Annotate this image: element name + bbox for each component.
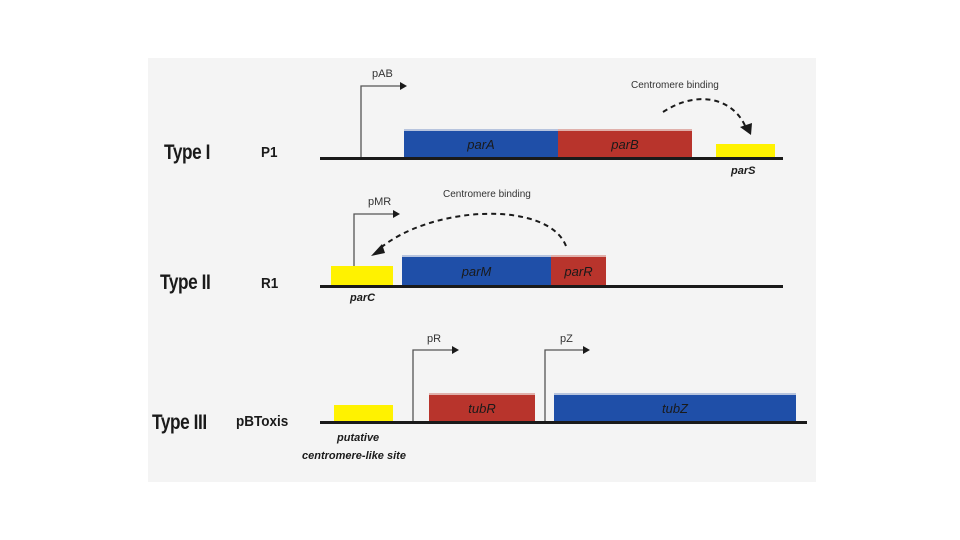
site-label-line1: putative [337, 432, 380, 444]
plasmid-p1-label: P1 [261, 144, 278, 161]
gene-parA: parA [404, 129, 558, 157]
site-parS [716, 144, 775, 157]
binding-arrow-type-i [662, 98, 747, 129]
promoter-arrowhead-pZ [583, 346, 590, 354]
gene-tubR: tubR [429, 393, 535, 421]
binding-arrowhead-type-ii [371, 244, 385, 256]
dna-line-type-i [320, 157, 783, 160]
gene-parM: parM [402, 255, 551, 285]
gene-parR: parR [551, 255, 606, 285]
binding-label-type-i: Centromere binding [631, 80, 719, 91]
dna-line-type-ii [320, 285, 783, 288]
binding-label-type-ii: Centromere binding [443, 189, 531, 200]
promoter-pR-label: pR [427, 333, 442, 345]
promoter-arrowhead-pMR [393, 210, 400, 218]
binding-arrow-type-ii [377, 212, 567, 251]
site-label-line2: centromere-like site [302, 450, 406, 462]
site-parS-label: parS [731, 165, 756, 177]
gene-parB: parB [558, 129, 692, 157]
promoter-pMR-label: pMR [368, 196, 392, 208]
promoter-arrowhead-pAB [400, 82, 407, 90]
plasmid-pbtoxis-label: pBToxis [236, 413, 289, 430]
dna-line-type-iii [320, 421, 807, 424]
promoter-arrowhead-pR [452, 346, 459, 354]
promoter-arrow-pZ [544, 349, 584, 421]
promoter-arrow-pR [412, 349, 453, 421]
gene-tubZ: tubZ [554, 393, 796, 421]
promoter-pAB-label: pAB [372, 68, 393, 80]
promoter-arrow-pAB [360, 85, 401, 157]
putative-centromere-site [334, 405, 393, 421]
site-parC-label: parC [350, 292, 376, 304]
type-ii-label: Type II [160, 271, 211, 294]
site-parC [331, 266, 393, 285]
binding-arrowhead-type-i [740, 123, 752, 135]
type-iii-label: Type III [152, 411, 207, 434]
type-i-label: Type I [164, 141, 211, 164]
promoter-arrow-pMR [353, 213, 394, 266]
promoter-pZ-label: pZ [560, 333, 573, 345]
plasmid-r1-label: R1 [261, 275, 279, 292]
